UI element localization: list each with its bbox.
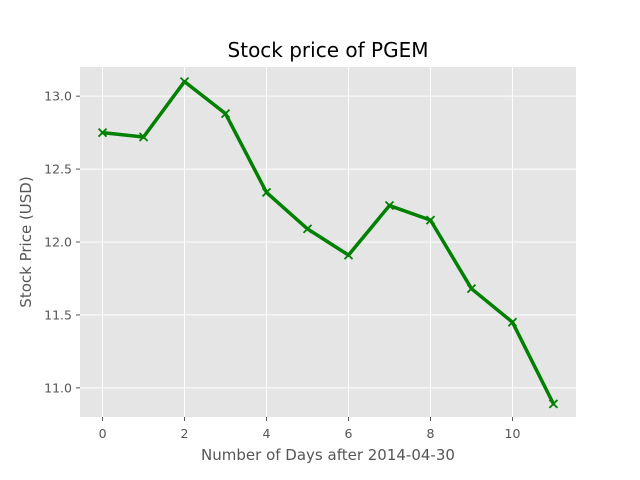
data-point-marker bbox=[261, 187, 272, 198]
data-point-marker bbox=[466, 284, 477, 294]
x-tick-label: 2 bbox=[181, 426, 189, 441]
data-point-marker bbox=[97, 127, 108, 138]
series-line bbox=[100, 79, 556, 406]
data-point-marker bbox=[548, 399, 559, 409]
y-tick-label: 11.0 bbox=[44, 380, 72, 395]
x-tick-label: 8 bbox=[427, 426, 435, 441]
y-axis-label: Stock Price (USD) bbox=[17, 176, 35, 307]
x-tick-label: 10 bbox=[505, 426, 521, 441]
grid bbox=[80, 67, 576, 417]
data-point-marker bbox=[384, 200, 395, 211]
x-tick-label: 4 bbox=[263, 426, 271, 441]
data-point-marker bbox=[138, 132, 149, 142]
ticks: 0 2 4 6 8 10 11.0 11.5 12.0 12.5 13.0 bbox=[44, 89, 520, 441]
data-point-marker bbox=[425, 215, 436, 225]
x-tick-label: 6 bbox=[345, 426, 353, 441]
x-tick-label: 0 bbox=[99, 426, 107, 441]
y-tick-label: 12.5 bbox=[44, 162, 72, 177]
data-point-marker bbox=[179, 76, 190, 87]
y-tick-label: 11.5 bbox=[44, 307, 72, 322]
data-point-marker bbox=[302, 224, 313, 234]
x-axis-label: Number of Days after 2014-04-30 bbox=[201, 446, 455, 464]
y-tick-label: 12.0 bbox=[44, 235, 72, 250]
series-layer bbox=[97, 76, 559, 409]
data-point-marker bbox=[343, 250, 354, 260]
data-point-marker bbox=[507, 317, 518, 327]
y-tick-label: 13.0 bbox=[44, 89, 72, 104]
chart-title: Stock price of PGEM bbox=[228, 38, 429, 62]
data-point-marker bbox=[220, 109, 231, 119]
